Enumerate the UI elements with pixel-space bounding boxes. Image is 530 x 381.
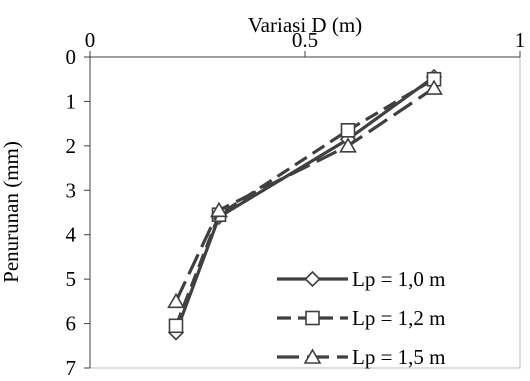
y-axis-title: Penurunan (mm) <box>0 141 23 283</box>
series-line-3 <box>174 86 435 303</box>
legend-entry-1: Lp = 1,0 m <box>277 267 446 291</box>
y-tick-label: 4 <box>66 223 77 247</box>
legend-label: Lp = 1,5 m <box>352 345 446 369</box>
x-axis-title: Variasi D (m) <box>248 13 362 37</box>
x-tick-label: 1 <box>515 28 526 52</box>
y-tick-label: 1 <box>66 89 77 113</box>
data-point <box>339 137 357 153</box>
y-tick-label: 0 <box>66 45 77 69</box>
data-point <box>210 201 228 218</box>
legend-marker <box>303 348 322 364</box>
x-axis: 0 0.5 1 <box>85 28 526 58</box>
series-line-2 <box>174 77 435 327</box>
y-axis: 0 1 2 3 4 5 6 7 <box>66 45 91 380</box>
series-3 <box>167 79 443 309</box>
data-point <box>425 79 443 95</box>
legend-entry-3: Lp = 1,5 m <box>277 345 446 369</box>
legend-marker <box>305 310 320 326</box>
legend-label: Lp = 1,0 m <box>352 267 446 291</box>
y-tick-label: 5 <box>66 267 77 291</box>
series-line-1 <box>174 75 435 334</box>
data-point <box>167 292 185 309</box>
y-tick-label: 6 <box>66 312 77 336</box>
legend: Lp = 1,0 m Lp = 1,2 m Lp = 1,5 m <box>277 267 446 369</box>
legend-entry-2: Lp = 1,2 m <box>277 306 446 330</box>
series-group <box>167 68 443 341</box>
data-point <box>340 123 356 138</box>
data-point <box>168 318 184 334</box>
plot-area <box>89 56 521 369</box>
legend-marker <box>304 270 321 288</box>
y-tick-label: 7 <box>66 356 77 380</box>
y-tick-label: 2 <box>66 134 77 158</box>
x-tick-label: 0 <box>85 28 96 52</box>
x-tick-label: 0.5 <box>292 28 318 52</box>
y-tick-label: 3 <box>66 178 77 202</box>
legend-label: Lp = 1,2 m <box>352 306 446 330</box>
